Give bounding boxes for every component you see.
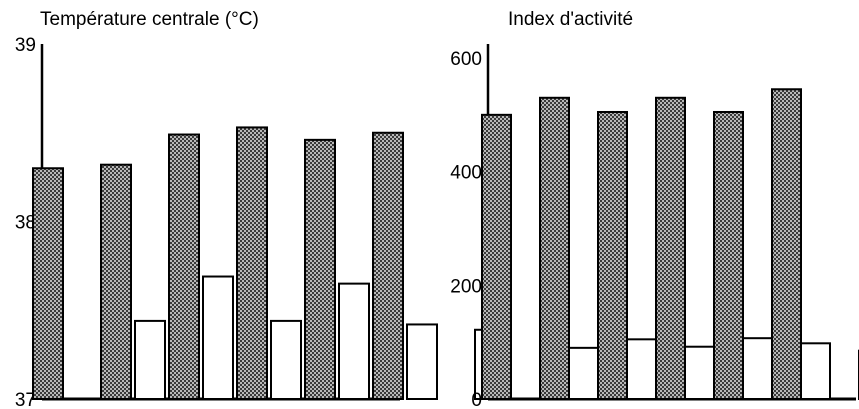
- temperature-bar-shaded: [236, 126, 268, 401]
- activity-chart-title: Index d'activité: [508, 9, 633, 30]
- temperature-bar-shaded: [372, 131, 404, 400]
- temperature-y-tick-label: 39: [15, 35, 36, 56]
- temperature-bar-shaded: [32, 167, 64, 400]
- activity-bar-white: [684, 345, 715, 401]
- activity-bar-white: [800, 342, 831, 401]
- temperature-bar-shaded: [100, 163, 132, 400]
- temperature-bar-white: [270, 319, 302, 400]
- activity-bar-white: [742, 337, 773, 400]
- activity-y-tick-label: 0: [471, 390, 482, 409]
- activity-bar-shaded: [713, 110, 744, 400]
- activity-bar-shaded: [481, 113, 512, 400]
- temperature-bar-white: [134, 319, 166, 400]
- temperature-chart-title: Température centrale (°C): [40, 9, 259, 30]
- temperature-bar-shaded: [168, 133, 200, 400]
- temperature-y-tick-label: 37: [15, 390, 36, 409]
- activity-bar-shaded: [597, 110, 628, 400]
- activity-y-tick-label: 600: [450, 49, 482, 70]
- temperature-bar-white: [202, 275, 234, 400]
- activity-y-tick-label: 400: [450, 163, 482, 184]
- temperature-bar-white: [406, 323, 438, 401]
- temperature-bar-shaded: [304, 138, 336, 400]
- activity-y-tick-label: 200: [450, 276, 482, 297]
- temperature-panel: Température centrale (°C) 37 38 39: [15, 9, 506, 409]
- activity-bar-white: [626, 338, 657, 401]
- activity-panel: Index d'activité 0 200 400 600: [450, 9, 859, 409]
- activity-bar-shaded: [655, 96, 686, 401]
- temperature-y-tick-label: 38: [15, 213, 36, 234]
- activity-bar-shaded: [771, 88, 802, 400]
- temperature-bar-white: [338, 282, 370, 400]
- activity-bar-white: [568, 346, 599, 401]
- activity-bar-shaded: [539, 96, 570, 401]
